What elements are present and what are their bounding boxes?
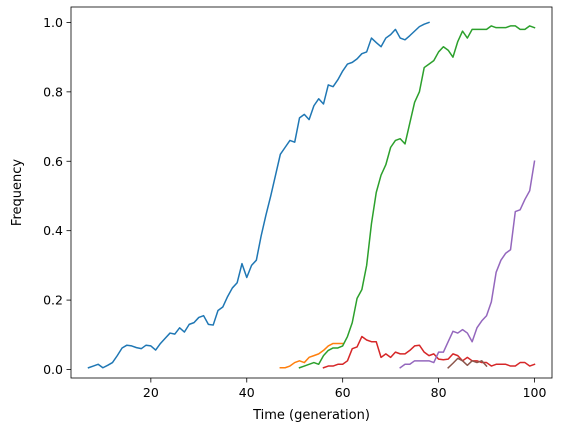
series-line-4 [322, 335, 536, 369]
y-tick-label: 0.4 [43, 223, 63, 238]
x-tick-label: 80 [431, 385, 447, 400]
series-line-1 [87, 21, 430, 369]
y-tick-label: 0.2 [43, 293, 63, 308]
x-tick-label: 100 [523, 385, 547, 400]
x-tick-label: 40 [239, 385, 255, 400]
x-tick-label: 60 [335, 385, 351, 400]
y-tick-label: 0.6 [43, 154, 63, 169]
x-axis: 20 40 60 80 100 [143, 378, 547, 400]
y-tick-label: 0.0 [43, 362, 63, 377]
series-line-6 [447, 357, 488, 369]
y-tick-label: 1.0 [43, 15, 63, 30]
series-line-5 [399, 160, 536, 369]
x-tick-label: 20 [143, 385, 159, 400]
x-axis-title: Time (generation) [252, 408, 370, 423]
plot-frame [70, 6, 553, 379]
y-axis-title: Frequency [10, 159, 25, 226]
series-layer [87, 21, 536, 369]
series-line-3 [298, 25, 536, 369]
y-tick-label: 0.8 [43, 84, 63, 99]
series-line-2 [279, 342, 344, 369]
y-axis: 0.0 0.2 0.4 0.6 0.8 1.0 [43, 15, 71, 377]
